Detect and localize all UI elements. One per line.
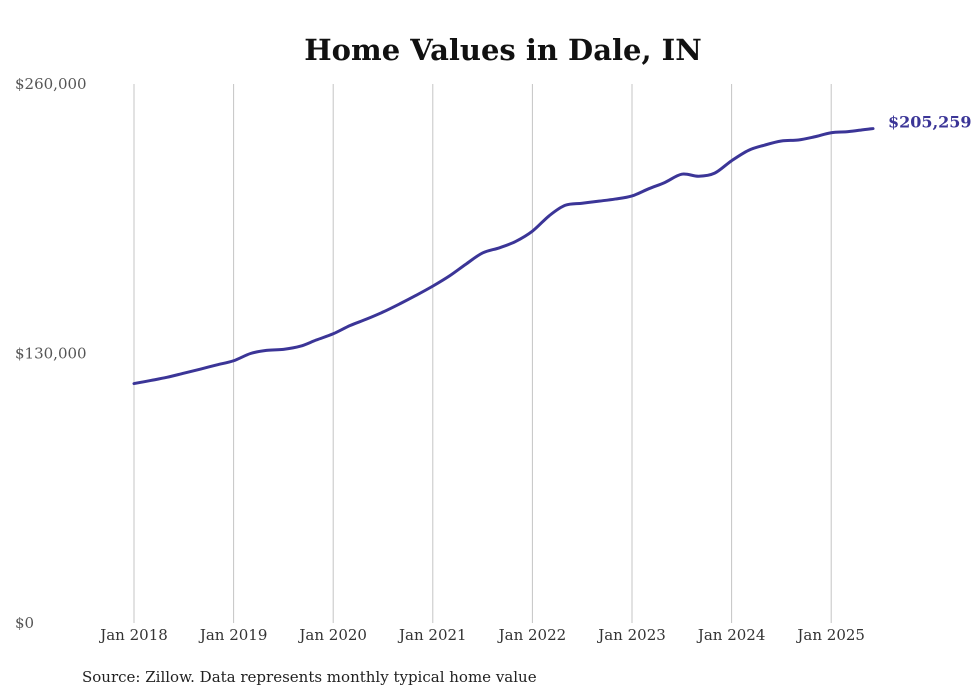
x-tick-label: Jan 2023 <box>596 626 666 644</box>
source-note: Source: Zillow. Data represents monthly … <box>82 668 537 686</box>
x-tick-label: Jan 2018 <box>98 626 168 644</box>
chart-title: Home Values in Dale, IN <box>304 33 701 67</box>
series-line <box>132 127 875 386</box>
series-group <box>132 127 875 386</box>
x-tick-label: Jan 2021 <box>397 626 467 644</box>
y-tick-label: $260,000 <box>15 75 87 93</box>
y-axis: $0 $130,000 $260,000 <box>15 75 87 632</box>
y-tick-label: $0 <box>15 614 34 632</box>
x-tick-label: Jan 2020 <box>297 626 367 644</box>
x-tick-label: Jan 2019 <box>198 626 268 644</box>
end-value-label: $205,259 <box>888 113 972 132</box>
x-axis: Jan 2018 Jan 2019 Jan 2020 Jan 2021 Jan 2022… <box>98 626 865 644</box>
x-tick-label: Jan 2022 <box>497 626 567 644</box>
y-tick-label: $130,000 <box>15 345 87 363</box>
x-tick-label: Jan 2025 <box>795 626 865 644</box>
grid-lines <box>133 84 832 623</box>
x-tick-label: Jan 2024 <box>696 626 766 644</box>
